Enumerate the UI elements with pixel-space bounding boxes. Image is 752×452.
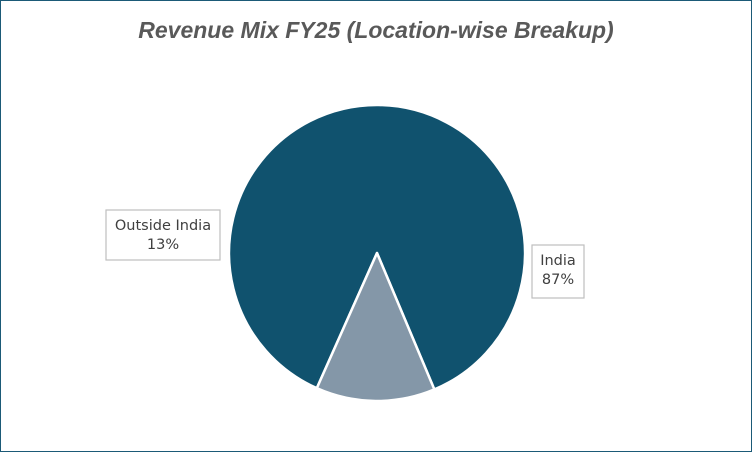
data-label-box xyxy=(105,209,221,261)
chart-title: Revenue Mix FY25 (Location-wise Breakup) xyxy=(138,17,614,43)
data-label-category: India xyxy=(540,253,576,269)
data-label-value: 87% xyxy=(542,272,574,288)
data-label-value: 13% xyxy=(147,237,179,253)
data-label-outside-india: Outside India 13% xyxy=(105,209,221,261)
data-label-box xyxy=(531,244,585,299)
data-label-category: Outside India xyxy=(115,218,211,234)
data-label-india: India 87% xyxy=(531,244,585,299)
pie-slice-india xyxy=(227,103,527,391)
pie-slice-outside-india xyxy=(315,251,436,403)
